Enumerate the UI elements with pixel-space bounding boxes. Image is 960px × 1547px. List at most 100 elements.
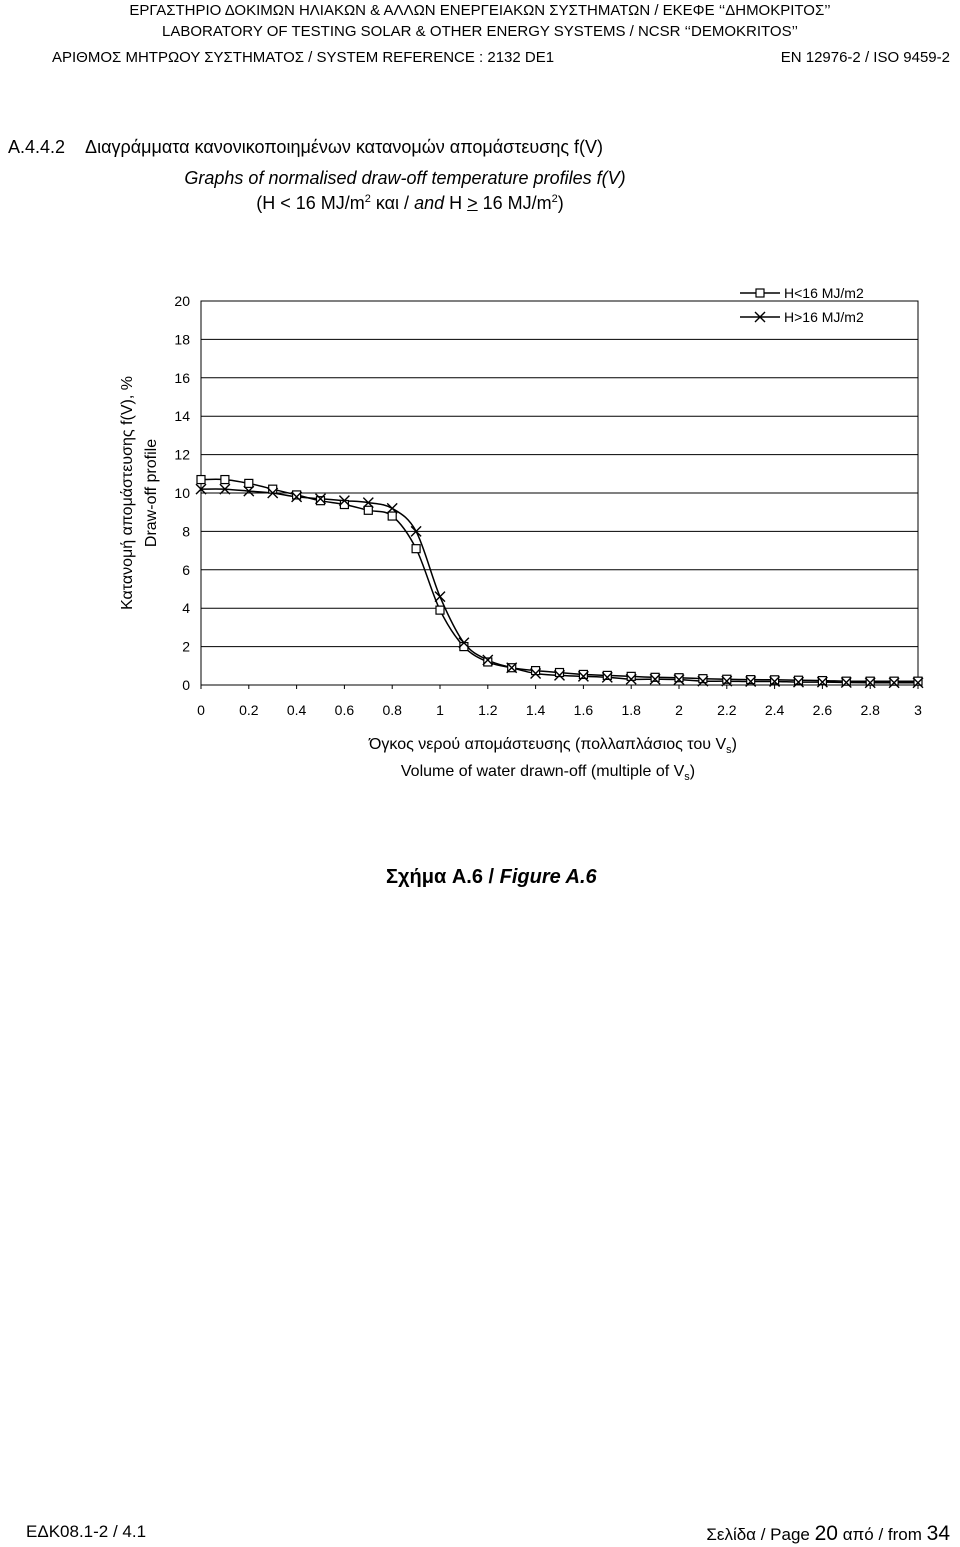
x-axis-label-english-sub: s	[684, 771, 690, 783]
data-point	[338, 495, 350, 507]
data-point	[482, 654, 494, 666]
header-lab-name-english: LABORATORY OF TESTING SOLAR & OTHER ENER…	[162, 23, 798, 40]
x-tick-label: 1.4	[526, 702, 546, 718]
data-point	[722, 674, 732, 684]
data-point	[291, 491, 303, 503]
cond-and: and	[414, 193, 445, 213]
data-point	[793, 676, 804, 688]
data-point	[769, 676, 781, 688]
y-tick-label: 16	[174, 370, 190, 386]
data-point	[746, 675, 756, 685]
cond-ge: >	[467, 193, 478, 213]
cond-prefix: (H < 16 MJ/m	[256, 193, 365, 213]
x-tick-label: 1.2	[478, 702, 498, 718]
cond-h: H	[444, 193, 468, 213]
data-point	[459, 641, 469, 652]
y-tick-label: 4	[182, 600, 190, 616]
x-tick-label: 1	[436, 702, 444, 718]
series-lines	[200, 478, 918, 684]
x-tick-label: 1.8	[621, 702, 641, 718]
x-axis-label-greek: Όγκος νερού απομάστευσης (πολλαπλάσιος τ…	[368, 736, 737, 756]
data-point	[840, 677, 852, 688]
data-point	[864, 677, 876, 689]
section-heading: A.4.4.2 Διαγράμματα κανονικοποιημένων κατ…	[8, 137, 603, 158]
y-tick-label: 0	[182, 677, 190, 693]
y-tick-label: 14	[174, 408, 190, 424]
x-tick-label: 1.6	[574, 702, 594, 718]
data-point	[649, 673, 661, 685]
series-line-2	[200, 488, 918, 684]
x-tick-label: 0	[197, 702, 205, 718]
data-point	[267, 487, 279, 499]
data-point	[578, 669, 589, 680]
x-tick-labels: 0 0.2 0.4 0.6 0.8 1 1.2 1.4 1.6 1.8 2 2.2 2.4 2.6 2.8 3	[197, 685, 922, 718]
figure-caption-greek: Σχήμα A.6 /	[386, 866, 500, 888]
x-tick-label: 2.6	[813, 702, 833, 718]
x-axis-label-greek-sub: s	[726, 744, 732, 756]
x-tick-label: 2.8	[860, 702, 880, 718]
data-point	[219, 483, 231, 495]
data-point	[601, 671, 613, 683]
data-point	[912, 677, 924, 689]
page-mid: από / from	[842, 1525, 922, 1544]
x-tick-label: 0.8	[382, 702, 402, 718]
data-point	[315, 496, 326, 506]
data-point	[530, 665, 541, 676]
x-axis-label-english: Volume of water drawn-off (multiple of V…	[401, 763, 695, 783]
draw-off-profile-chart: 0 2 4 6 8 10 12 14 16 18 20 0 0.2 0.4 0.6 0.8 1 1.2 1.4 1.…	[119, 285, 924, 783]
data-point	[434, 591, 446, 603]
data-point	[387, 511, 397, 521]
data-point	[626, 671, 636, 681]
data-point	[220, 474, 230, 485]
data-point	[625, 673, 637, 685]
data-point	[697, 675, 709, 687]
x-axis-label-greek-close: )	[732, 736, 737, 753]
data-point	[841, 676, 851, 686]
section-title-greek: Διαγράμματα κανονικοποιημένων κατανομών …	[85, 137, 604, 157]
data-point	[577, 670, 589, 682]
chart-legend: H<16 MJ/m2 H>16 MJ/m2	[740, 285, 864, 325]
data-point	[458, 637, 470, 649]
legend-marker	[755, 288, 765, 298]
data-point	[554, 669, 565, 681]
data-point	[243, 485, 255, 497]
series-line-1	[200, 478, 918, 682]
data-point	[244, 478, 254, 488]
y-tick-label: 20	[174, 293, 190, 309]
data-point	[650, 672, 660, 682]
system-reference: ΑΡΙΘΜΟΣ ΜΗΤΡΩΟΥ ΣΥΣΤΗΜΑΤΟΣ / SYSTEM REFE…	[52, 49, 555, 66]
data-point	[268, 484, 278, 494]
standard-reference: EN 12976-2 / ISO 9459-2	[780, 49, 950, 66]
x-tick-label: 0.2	[239, 702, 259, 718]
data-point	[411, 544, 421, 554]
y-tick-label: 8	[182, 523, 190, 539]
data-point	[196, 474, 206, 485]
y-tick-label: 6	[182, 562, 190, 578]
x-tick-label: 0.6	[335, 702, 355, 718]
page-prefix: Σελίδα / Page	[706, 1525, 810, 1544]
x-tick-label: 2	[675, 702, 683, 718]
section-number: A.4.4.2	[8, 137, 66, 157]
data-point	[292, 490, 302, 500]
page-total: 34	[926, 1522, 950, 1545]
cond-sup2: 2	[551, 193, 558, 205]
data-point	[554, 667, 565, 678]
data-point	[674, 673, 684, 683]
data-point	[913, 676, 923, 686]
legend-marker	[754, 311, 766, 323]
data-point	[721, 675, 733, 687]
data-point	[339, 499, 349, 510]
x-tick-label: 3	[914, 702, 922, 718]
legend-label: H>16 MJ/m2	[784, 309, 864, 325]
data-point	[793, 675, 804, 685]
data-point	[362, 497, 374, 509]
figure-caption: Σχήμα A.6 / Figure A.6	[386, 866, 597, 889]
data-point	[816, 676, 828, 688]
section-condition: (H < 16 MJ/m2 και / and H > 16 MJ/m2)	[0, 193, 890, 214]
y-axis-label-english: Draw-off profile	[143, 439, 160, 547]
cond-mid: και /	[370, 193, 415, 213]
y-tick-labels: 0 2 4 6 8 10 12 14 16 18 20	[174, 293, 190, 693]
data-point	[769, 675, 780, 685]
footer-page-number: Σελίδα / Page 20 από / from 34	[706, 1522, 950, 1546]
data-point	[363, 505, 373, 515]
